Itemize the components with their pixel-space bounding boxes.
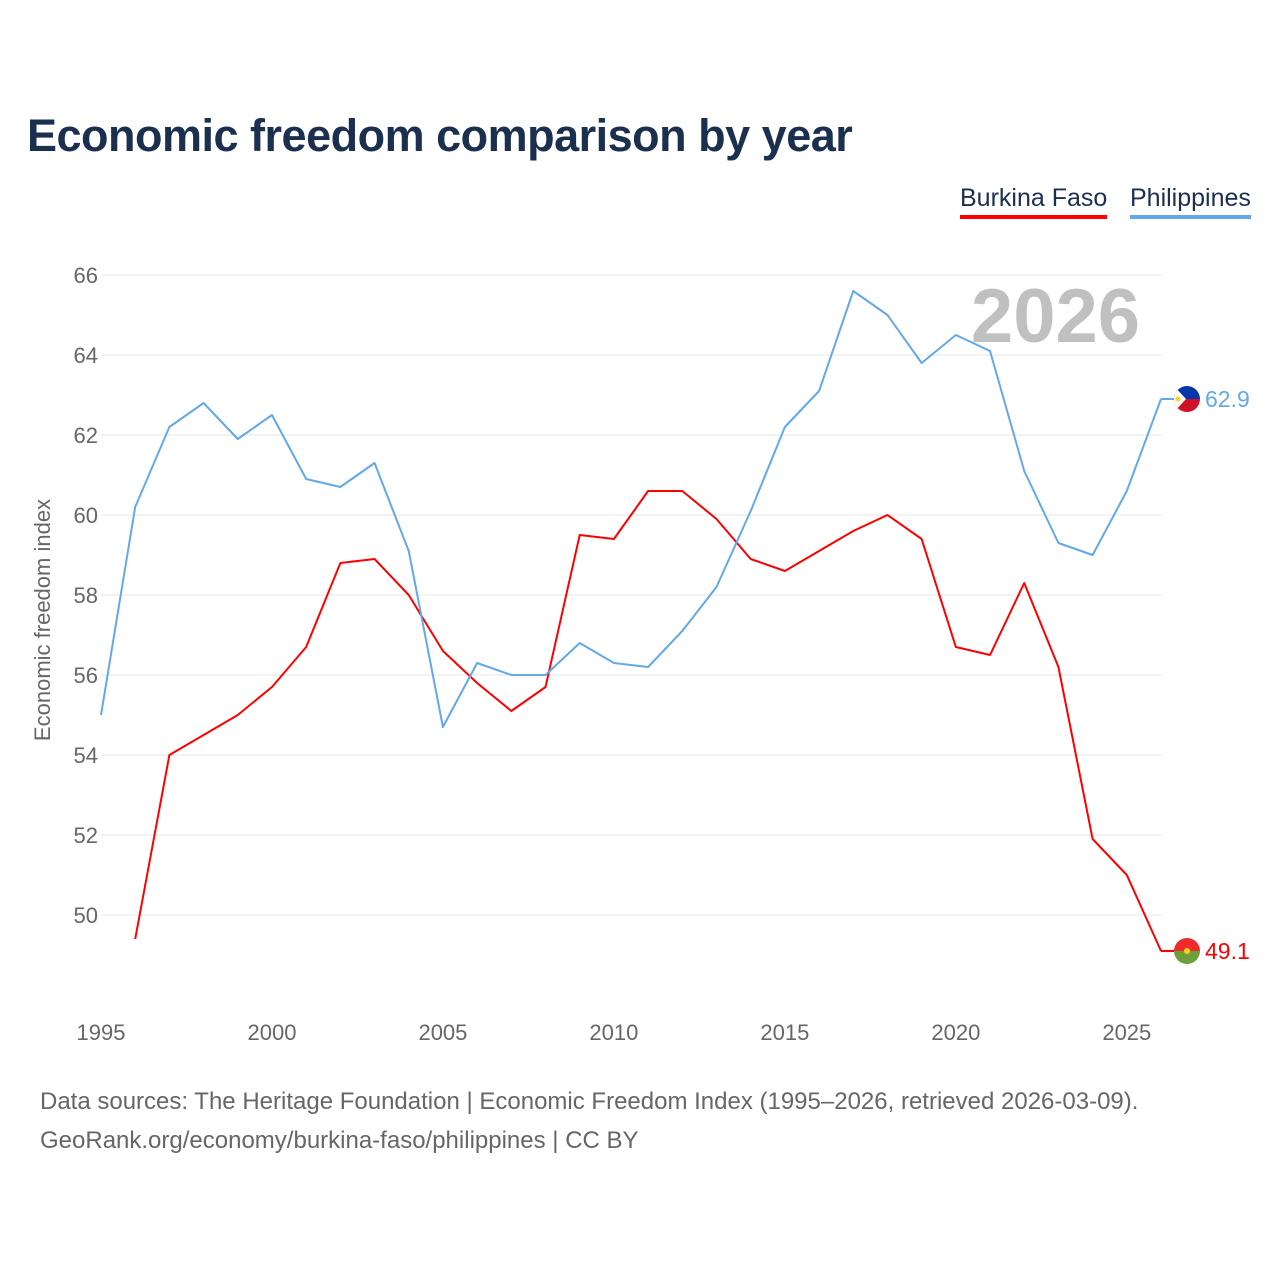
y-tick-label: 50 — [74, 903, 98, 928]
x-tick-label: 2020 — [931, 1020, 980, 1045]
end-value-label: 62.9 — [1205, 386, 1250, 412]
philippines-flag-icon — [1174, 386, 1200, 412]
end-value-label: 49.1 — [1205, 938, 1250, 964]
y-tick-label: 52 — [74, 823, 98, 848]
burkina-faso-flag-icon — [1174, 938, 1200, 964]
series-line-burkina-faso — [134, 490, 1162, 952]
footer-sources: Data sources: The Heritage Foundation | … — [40, 1088, 1139, 1115]
footer-link[interactable]: GeoRank.org/economy/burkina-faso/philipp… — [40, 1127, 639, 1154]
x-tick-label: 2010 — [589, 1020, 638, 1045]
y-tick-label: 58 — [74, 583, 98, 608]
series-line-philippines — [100, 290, 1162, 728]
x-tick-label: 2025 — [1102, 1020, 1151, 1045]
x-tick-label: 2000 — [247, 1020, 296, 1045]
y-tick-label: 64 — [74, 343, 98, 368]
chart-title: Economic freedom comparison by year — [27, 110, 853, 161]
y-tick-label: 62 — [74, 423, 98, 448]
legend-philippines[interactable]: Philippines — [1130, 184, 1251, 219]
legend-burkina-faso[interactable]: Burkina Faso — [960, 184, 1108, 219]
y-tick-label: 60 — [74, 503, 98, 528]
x-tick-label: 2015 — [760, 1020, 809, 1045]
y-axis-label: Economic freedom index — [30, 499, 55, 741]
y-tick-label: 54 — [74, 743, 98, 768]
year-watermark: 2026 — [971, 274, 1140, 359]
y-tick-label: 66 — [74, 263, 98, 288]
y-tick-label: 56 — [74, 663, 98, 688]
x-tick-label: 2005 — [418, 1020, 467, 1045]
x-tick-label: 1995 — [77, 1020, 126, 1045]
